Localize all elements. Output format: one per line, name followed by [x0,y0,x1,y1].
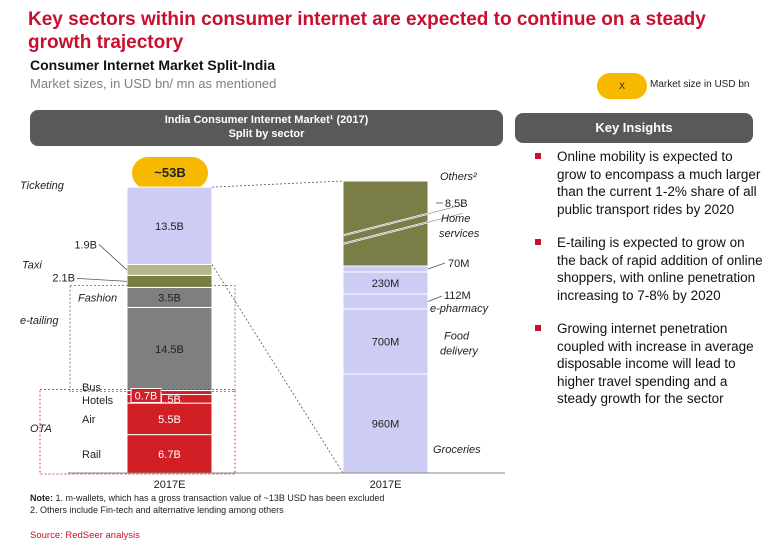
bar-segment-ticketing [126,186,213,265]
source-note: Source: RedSeer analysis [30,530,140,541]
leader-line [76,277,128,282]
data-label: 3.5B [158,292,181,304]
category-label: Home [441,213,470,225]
bullet-icon [535,325,541,331]
connector-line [211,264,344,474]
leader-line [427,262,446,270]
chart-header-line1: India Consumer Internet Market¹ (2017) [164,114,369,126]
x-tick-label: 2017E [154,479,186,491]
category-label: delivery [440,346,479,358]
category-label: Fashion [78,292,117,304]
total-market-badge: ~53B [132,157,208,189]
etailing-bracket [69,284,236,392]
chart-header: India Consumer Internet Market¹ (2017) S… [30,110,503,146]
ota-bracket [39,389,236,475]
bar-segment-home-services [342,180,429,267]
data-label: 960M [372,419,400,431]
insight-text: Online mobility is expected to grow to e… [557,149,761,217]
data-label: 700M [372,337,400,349]
data-label: 1.5B [158,394,181,406]
x-tick-label: 2017E [370,479,402,491]
footnote: Note: 1. m-wallets, which has a gross tr… [30,492,550,516]
footnote-line1: Note: 1. m-wallets, which has a gross tr… [30,492,550,504]
leader-line [98,244,128,271]
insight-item: E-tailing is expected to grow on the bac… [535,234,765,304]
bar-segment-unnamed-4 [126,306,213,392]
footnote-line2: 2. Others include Fin-tech and alternati… [30,505,284,515]
category-label: Rail [82,449,101,461]
bar-segment-groceries [342,373,429,474]
insight-item: Online mobility is expected to grow to e… [535,148,765,218]
bullet-icon [535,239,541,245]
category-label: services [439,228,480,240]
data-label: 2.1B [52,272,75,284]
category-label: Ticketing [20,180,65,192]
units-note: Market sizes, in USD bn/ mn as mentioned [30,76,277,91]
insight-text: E-tailing is expected to grow on the bac… [557,235,763,303]
connector-line [211,180,344,188]
axis-break-edge [342,204,464,236]
insight-item: Growing internet penetration coupled wit… [535,320,765,408]
data-label: 8.5B [445,198,468,210]
data-label: 5.5B [158,414,181,426]
footnote-label: Note: [30,493,53,503]
bar-segment-e-pharmacy [342,293,429,310]
data-label: 112M [444,290,471,302]
category-label: Food [444,331,470,343]
insight-text: Growing internet penetration coupled wit… [557,321,754,406]
legend-badge: X [597,73,647,99]
category-label: Taxi [22,259,42,271]
chart-header-line2: Split by sector [228,128,305,140]
data-label: 6.7B [158,449,181,461]
category-label: Hotels [82,395,114,407]
data-label: 0.7B [135,391,158,403]
category-label: Groceries [433,444,481,456]
data-label-box [130,388,162,404]
axis-break-edge [342,213,464,245]
category-label: Bus [82,382,101,394]
data-label: 230M [372,278,400,290]
group-label: e-tailing [20,315,59,327]
data-label: 14.5B [155,344,184,356]
insights-list: Online mobility is expected to grow to e… [535,148,765,424]
bar-segment-air [126,402,213,436]
category-label: Air [82,414,96,426]
group-label: OTA [30,423,52,435]
data-label: 1.9B [74,239,97,251]
category-label: e-pharmacy [430,303,490,315]
bar-segment-unnamed-4 [342,265,429,273]
legend-text: Market size in USD bn [650,79,750,90]
leader-line [427,295,443,302]
bar-segment-unnamed-7 [126,263,213,276]
data-label: 13.5B [155,221,184,233]
category-label: Others² [440,171,477,183]
bullet-icon [535,153,541,159]
insights-header: Key Insights [515,113,753,143]
footnote-text1: 1. m-wallets, which has a gross transact… [53,493,385,503]
page-title: Key sectors within consumer internet are… [28,9,706,53]
data-label: 70M [448,258,469,270]
bar-segment-food-delivery [342,308,429,375]
chart-subtitle: Consumer Internet Market Split-India [30,57,276,73]
